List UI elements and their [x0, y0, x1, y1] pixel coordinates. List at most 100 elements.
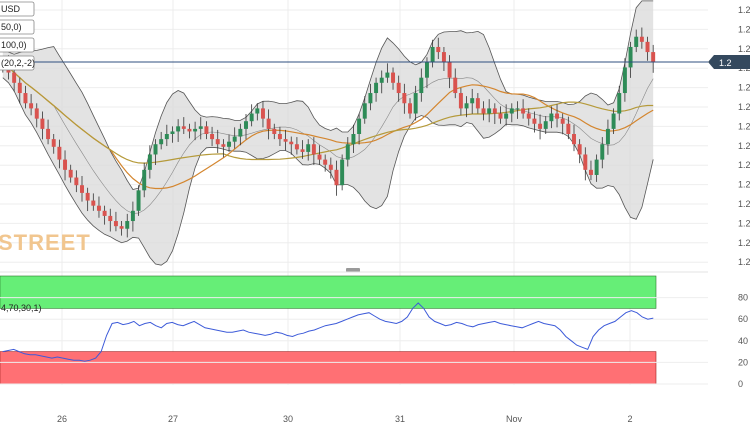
candle-body	[17, 82, 22, 94]
price-badge: 1.2	[708, 55, 750, 69]
candle-body	[23, 93, 28, 104]
candle-body	[560, 118, 565, 124]
candle-body	[102, 210, 107, 216]
price-tick-label: 1.2	[738, 121, 750, 131]
candle-body	[204, 126, 209, 134]
candle-body	[340, 159, 345, 186]
candle-body	[63, 159, 68, 170]
candle-body	[187, 128, 192, 132]
legend-box	[0, 19, 35, 35]
panel-resize-handle[interactable]	[346, 268, 360, 272]
candle-body	[147, 154, 152, 170]
candle-body	[113, 221, 118, 227]
price-tick-label: 1.2	[738, 83, 750, 93]
resize-grip[interactable]	[346, 268, 360, 272]
candle-body	[628, 46, 633, 68]
candle-body	[572, 134, 576, 145]
candle-body	[244, 121, 248, 129]
candle-body	[498, 113, 503, 119]
bollinger-middle	[2, 62, 654, 214]
candle-body	[521, 108, 526, 114]
price-tick-label: 1.2	[738, 238, 750, 248]
candle-body	[555, 113, 560, 119]
price-tick-label: 1.2	[738, 160, 750, 170]
candle-body	[464, 103, 469, 109]
bollinger-bands	[2, 0, 654, 266]
moving-averages	[2, 61, 654, 190]
price-badge-shape	[708, 55, 750, 69]
watermark: STREET	[0, 230, 91, 255]
candle-body	[34, 108, 39, 119]
candle-body	[441, 52, 446, 63]
candle-body	[277, 134, 282, 140]
candle-body	[40, 118, 45, 129]
candle-body	[357, 118, 362, 134]
candle-body	[80, 185, 84, 193]
candlesticks	[0, 27, 656, 238]
time-tick-label: 2	[627, 414, 632, 424]
candle-body	[515, 108, 520, 110]
candle-body	[289, 141, 294, 145]
price-panel: STREET 1.2 1.2 1.2 1.2 1.2 1.2 1.2 1.2 1.2 1.2 1.2…	[0, 0, 750, 385]
candle-body	[351, 134, 356, 145]
candle-body	[29, 103, 34, 109]
candle-body	[470, 98, 475, 104]
candle-body	[543, 121, 548, 129]
candle-body	[413, 93, 418, 114]
candle-body	[227, 141, 232, 147]
candle-body	[334, 169, 339, 186]
candle-body	[136, 190, 141, 211]
rsi-tick-label: 0	[738, 379, 743, 389]
candle-body	[385, 72, 390, 78]
candle-body	[74, 177, 79, 186]
candle-body	[538, 123, 543, 129]
candle-body	[475, 98, 480, 109]
candle-body	[96, 205, 101, 211]
rsi-overbought-zone	[0, 275, 657, 309]
candle-body	[566, 123, 571, 134]
price-y-axis: 1.21.21.21.21.21.21.21.21.21.21.21.21.21…	[738, 5, 750, 267]
bollinger-lower	[2, 77, 654, 266]
price-tick-label: 1.2	[738, 141, 750, 151]
candle-body	[487, 108, 492, 114]
price-tick-label: 1.2	[738, 44, 750, 54]
candle-body	[600, 144, 605, 160]
time-x-axis: 26 27 30 31 Nov 2	[57, 414, 633, 424]
candle-body	[453, 77, 458, 94]
candle-body	[645, 41, 650, 53]
candle-body	[430, 46, 435, 63]
candle-body	[447, 62, 452, 78]
price-tick-label: 1.2	[738, 199, 750, 209]
candle-body	[391, 72, 396, 83]
rsi-tick-label: 60	[738, 314, 748, 324]
candle-body	[91, 200, 96, 206]
price-tick-label: 1.2	[738, 24, 750, 34]
candle-body	[125, 221, 130, 229]
rsi-oversold-zone	[0, 351, 657, 385]
rsi-line	[2, 302, 654, 362]
candle-body	[419, 77, 424, 94]
candle-body	[605, 128, 610, 145]
candle-body	[170, 131, 175, 134]
candle-body	[12, 72, 17, 83]
candle-body	[306, 144, 311, 152]
candle-body	[549, 113, 554, 122]
candle-body	[176, 126, 181, 132]
candle-body	[634, 36, 639, 47]
candle-body	[249, 113, 254, 122]
candle-body	[526, 113, 531, 119]
time-tick-label: 30	[283, 414, 293, 424]
sma-50-line	[2, 61, 654, 190]
candle-body	[85, 192, 90, 201]
candle-body	[492, 108, 497, 114]
rsi-panel: 80 60 40 20 0 4,70,30,1)	[0, 275, 748, 389]
candle-body	[221, 144, 226, 147]
legend-label: USD	[1, 4, 21, 14]
candle-body	[108, 215, 113, 222]
candle-body	[436, 46, 441, 53]
candle-body	[639, 36, 644, 42]
candle-body	[272, 128, 277, 134]
candle-body	[458, 93, 463, 109]
rsi-tick-label: 80	[738, 293, 748, 303]
price-tick-label: 1.2	[738, 180, 750, 190]
